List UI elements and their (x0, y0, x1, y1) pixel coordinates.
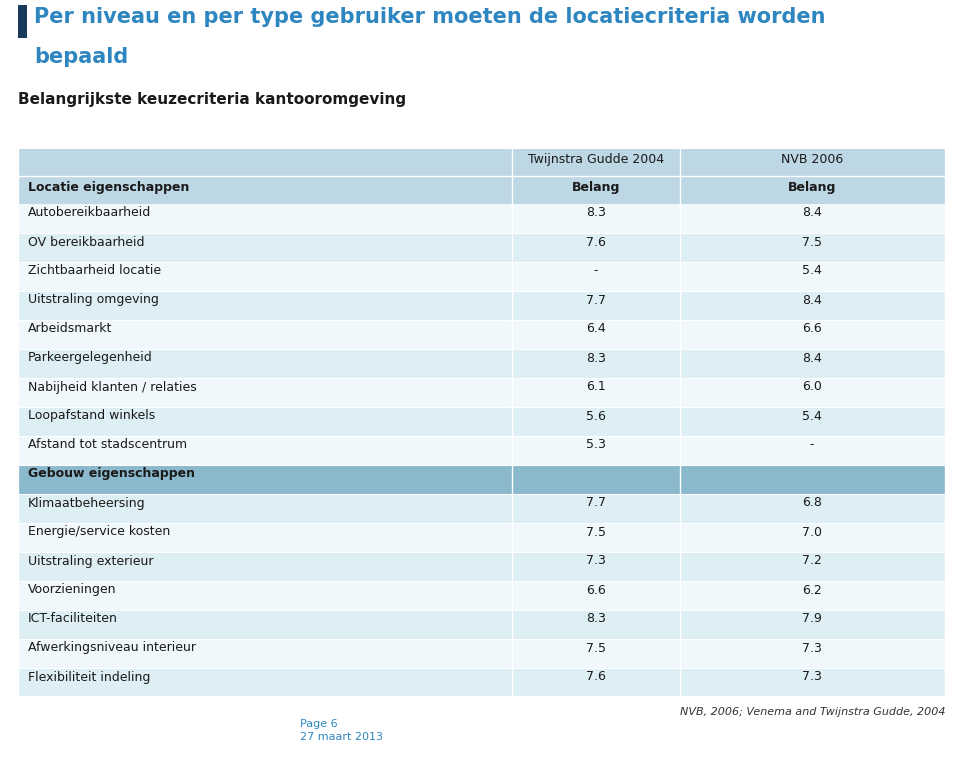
Text: Flexibiliteit indeling: Flexibiliteit indeling (28, 671, 151, 684)
Text: 7.2: 7.2 (802, 554, 822, 568)
Text: 5.6: 5.6 (586, 410, 606, 422)
Text: 7.3: 7.3 (586, 554, 606, 568)
Text: 8.4: 8.4 (802, 351, 822, 365)
Text: 6.0: 6.0 (802, 381, 822, 394)
Text: 8.4: 8.4 (802, 207, 822, 219)
Text: Uitstraling exterieur: Uitstraling exterieur (28, 554, 154, 568)
Text: Per niveau en per type gebruiker moeten de locatiecriteria worden: Per niveau en per type gebruiker moeten … (34, 7, 826, 27)
Text: 5.4: 5.4 (802, 410, 822, 422)
Bar (18, 176, 945, 204)
Text: ICT-faciliteiten: ICT-faciliteiten (28, 612, 118, 625)
Text: 7.5: 7.5 (586, 525, 606, 538)
Text: Loopafstand winkels: Loopafstand winkels (28, 410, 156, 422)
Text: 6.8: 6.8 (802, 497, 822, 510)
Bar (18, 581, 945, 610)
Bar (18, 291, 945, 320)
Text: 8.3: 8.3 (586, 612, 606, 625)
Text: Afstand tot stadscentrum: Afstand tot stadscentrum (28, 438, 187, 451)
Text: Autobereikbaarheid: Autobereikbaarheid (28, 207, 152, 219)
Text: bepaald: bepaald (34, 47, 129, 67)
Text: Afwerkingsniveau interieur: Afwerkingsniveau interieur (28, 641, 196, 654)
Text: 8.3: 8.3 (586, 207, 606, 219)
Bar (18, 349, 945, 378)
Text: Voorzieningen: Voorzieningen (28, 584, 116, 597)
Text: 7.9: 7.9 (802, 612, 822, 625)
Text: Locatie eigenschappen: Locatie eigenschappen (28, 181, 189, 194)
Text: Uitstraling omgeving: Uitstraling omgeving (28, 294, 158, 307)
Text: 5.4: 5.4 (802, 265, 822, 278)
Text: Gebouw eigenschappen: Gebouw eigenschappen (28, 468, 195, 481)
Text: Energie/service kosten: Energie/service kosten (28, 525, 170, 538)
Bar (18, 233, 945, 262)
Text: 7.7: 7.7 (586, 497, 606, 510)
Text: Belangrijkste keuzecriteria kantooromgeving: Belangrijkste keuzecriteria kantooromgev… (18, 92, 406, 107)
Text: OV bereikbaarheid: OV bereikbaarheid (28, 235, 145, 248)
Bar (18, 494, 945, 523)
Text: 6.1: 6.1 (587, 381, 606, 394)
Bar (18, 552, 945, 581)
Bar (18, 407, 945, 436)
Bar (18, 668, 945, 697)
Bar (18, 639, 945, 668)
Bar (18, 204, 945, 233)
Bar (18, 523, 945, 552)
Text: 7.6: 7.6 (586, 671, 606, 684)
Text: Klimaatbeheersing: Klimaatbeheersing (28, 497, 146, 510)
Text: 8.4: 8.4 (802, 294, 822, 307)
Text: Arbeidsmarkt: Arbeidsmarkt (28, 322, 112, 335)
Text: Twijnstra Gudde 2004: Twijnstra Gudde 2004 (528, 153, 664, 166)
Bar (18, 320, 945, 349)
Bar (18, 610, 945, 639)
Text: 7.5: 7.5 (586, 641, 606, 654)
Bar (18, 262, 945, 291)
Text: Zichtbaarheid locatie: Zichtbaarheid locatie (28, 265, 161, 278)
Text: 8.3: 8.3 (586, 351, 606, 365)
Text: Belang: Belang (572, 181, 620, 194)
Text: 7.0: 7.0 (802, 525, 822, 538)
Text: 7.3: 7.3 (802, 671, 822, 684)
Text: 5.3: 5.3 (586, 438, 606, 451)
Bar (18, 5, 27, 38)
Text: 6.6: 6.6 (803, 322, 822, 335)
Bar (18, 436, 945, 465)
Bar (18, 148, 945, 176)
Text: 6.2: 6.2 (803, 584, 822, 597)
Bar (18, 465, 945, 494)
Text: 6.4: 6.4 (587, 322, 606, 335)
Text: -: - (809, 438, 814, 451)
Text: -: - (593, 265, 598, 278)
Text: 7.3: 7.3 (802, 641, 822, 654)
Text: 27 maart 2013: 27 maart 2013 (300, 732, 383, 742)
Text: 7.5: 7.5 (802, 235, 822, 248)
Text: Page 6: Page 6 (300, 719, 338, 729)
Text: NVB, 2006; Venema and Twijnstra Gudde, 2004: NVB, 2006; Venema and Twijnstra Gudde, 2… (680, 707, 945, 717)
Text: Parkeergelegenheid: Parkeergelegenheid (28, 351, 153, 365)
Text: 7.6: 7.6 (586, 235, 606, 248)
Text: Belang: Belang (788, 181, 836, 194)
Text: 6.6: 6.6 (587, 584, 606, 597)
Text: Nabijheid klanten / relaties: Nabijheid klanten / relaties (28, 381, 197, 394)
Text: NVB 2006: NVB 2006 (780, 153, 843, 166)
Bar (18, 378, 945, 407)
Text: 7.7: 7.7 (586, 294, 606, 307)
